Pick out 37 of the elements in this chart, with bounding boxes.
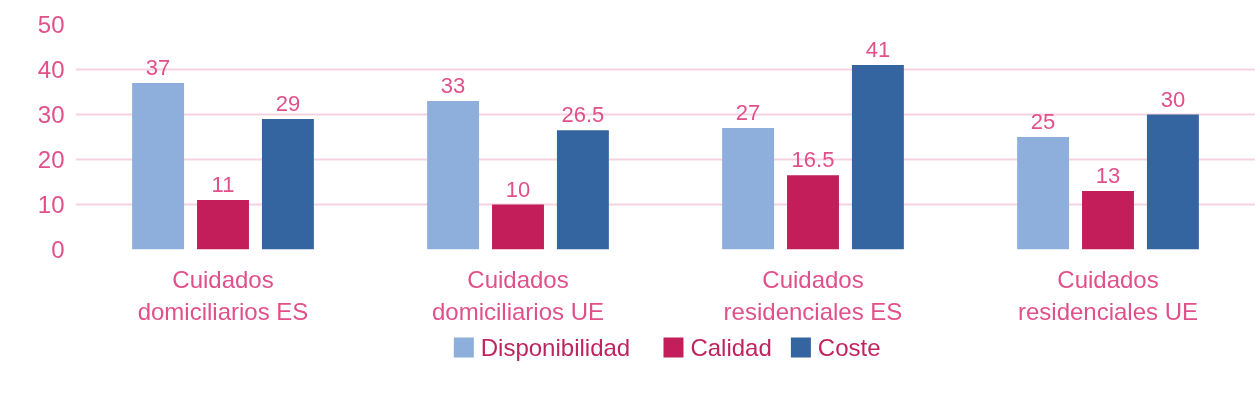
bar (556, 130, 609, 250)
legend-label: Coste (817, 334, 881, 361)
y-tick-label: 20 (37, 146, 65, 173)
x-tick-label: Cuidados domiciliarios ES (137, 265, 309, 325)
data-label: 25 (1030, 109, 1056, 134)
y-tick-label: 30 (37, 101, 65, 128)
y-tick-label: 50 (37, 11, 65, 38)
bar (722, 128, 775, 250)
bar (851, 65, 904, 250)
data-label: 26.5 (561, 102, 605, 128)
bar (1082, 191, 1134, 250)
data-label: 30 (1160, 86, 1186, 112)
data-label: 27 (735, 100, 761, 125)
bar (261, 119, 314, 250)
data-label: 13 (1095, 163, 1121, 188)
bar (787, 175, 839, 250)
bar (492, 204, 544, 250)
y-tick-label: 40 (37, 56, 65, 83)
x-tick-label: Cuidados domiciliarios UE (431, 265, 605, 325)
x-tick-label: Cuidados residenciales UE (1017, 265, 1199, 325)
data-label: 29 (275, 91, 301, 116)
x-tick-label: Cuidados residenciales ES (723, 265, 903, 325)
y-tick-label: 10 (37, 191, 65, 218)
data-label: 16.5 (791, 147, 835, 173)
legend-label: Disponibilidad (480, 334, 631, 361)
data-label: 33 (440, 73, 466, 98)
data-label: 37 (145, 55, 171, 80)
bar (1017, 137, 1070, 250)
data-label: 10 (505, 176, 531, 202)
legend-label: Calidad (690, 334, 772, 361)
data-label: 41 (865, 37, 891, 62)
bar (1146, 114, 1199, 250)
bar (197, 200, 249, 250)
data-label: 11 (211, 172, 235, 197)
y-tick-label: 0 (51, 236, 65, 263)
bar (132, 83, 185, 250)
bar (427, 101, 480, 250)
